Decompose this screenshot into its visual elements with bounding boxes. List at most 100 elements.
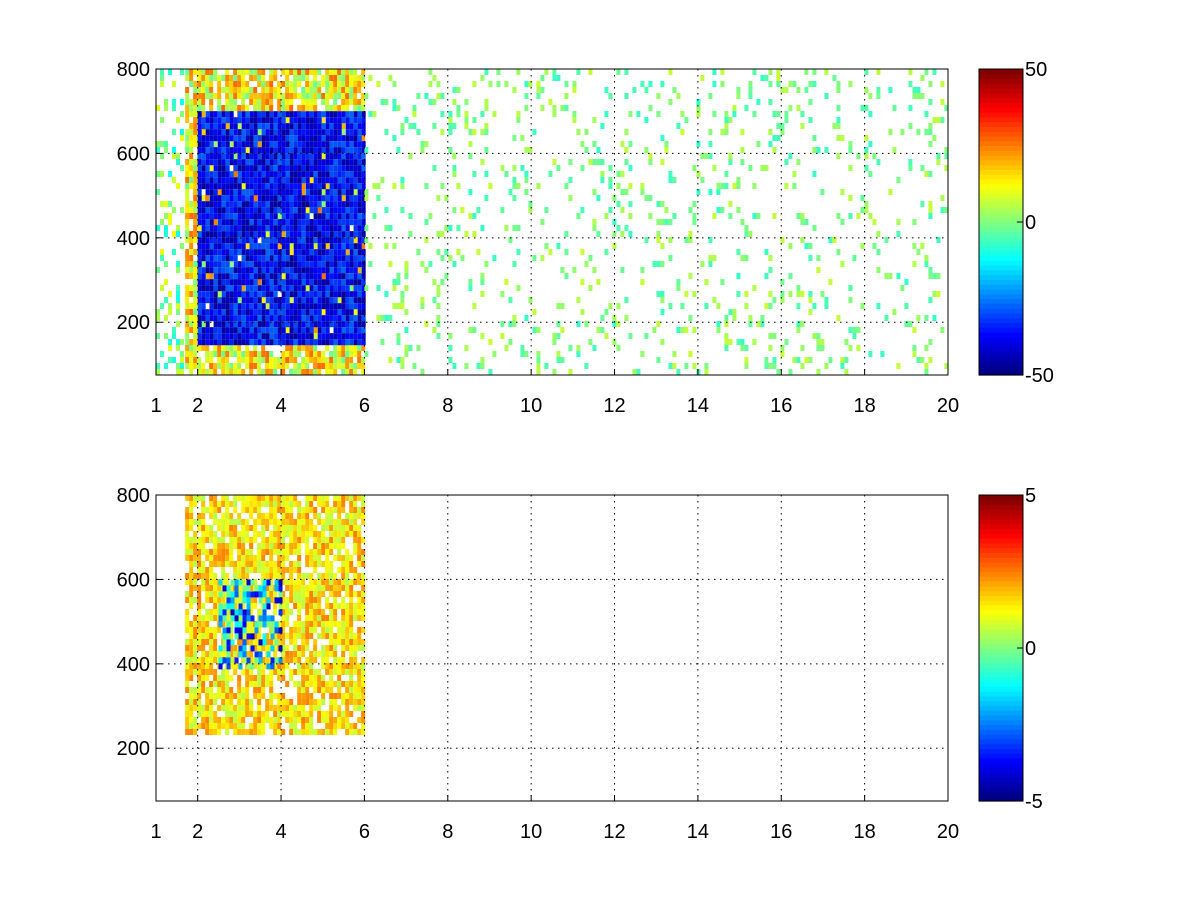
heatmap-cell	[309, 231, 314, 238]
heatmap-cell	[640, 183, 645, 189]
heatmap-cell	[568, 159, 573, 165]
heatmap-cell	[213, 651, 218, 657]
heatmap-cell	[452, 207, 457, 213]
heatmap-cell	[353, 303, 358, 310]
heatmap-cell	[852, 255, 857, 261]
heatmap-cell	[400, 291, 405, 297]
heatmap-cell	[253, 141, 258, 148]
heatmap-cell	[868, 141, 873, 147]
heatmap-cell	[257, 141, 262, 147]
heatmap-cell	[185, 69, 190, 75]
heatmap-cell	[696, 141, 701, 147]
heatmap-cell	[225, 669, 230, 675]
heatmap-cell	[912, 345, 917, 351]
heatmap-cell	[341, 345, 346, 351]
heatmap-cell	[484, 261, 489, 267]
heatmap-cell	[361, 327, 366, 334]
heatmap-cell	[257, 321, 262, 328]
heatmap-cell	[277, 147, 282, 154]
heatmap-cell	[313, 309, 318, 316]
heatmap-cell	[189, 711, 194, 717]
heatmap-cell	[404, 345, 409, 351]
heatmap-cell	[176, 339, 180, 345]
heatmap-cell	[512, 177, 517, 183]
heatmap-cell	[345, 291, 350, 298]
heatmap-cell	[692, 219, 697, 225]
heatmap-cell	[249, 207, 254, 214]
heatmap-cell	[317, 315, 322, 322]
heatmap-cell	[361, 213, 366, 220]
heatmap-cell	[353, 333, 358, 340]
heatmap-cell	[209, 513, 214, 519]
heatmap-cell	[237, 81, 242, 87]
heatmap-cell	[416, 249, 421, 255]
heatmap-cell	[688, 351, 693, 357]
heatmap-cell	[696, 99, 701, 105]
heatmap-cell	[305, 201, 310, 208]
heatmap-cell	[301, 333, 306, 340]
heatmap-cell	[672, 351, 677, 357]
heatmap-cell	[321, 117, 326, 123]
heatmap-cell	[265, 105, 270, 111]
heatmap-cell	[237, 195, 242, 202]
heatmap-cell	[237, 75, 242, 81]
heatmap-cell	[221, 693, 226, 699]
heatmap-cell	[341, 69, 346, 75]
heatmap-cell	[572, 111, 577, 117]
heatmap-cell	[924, 345, 929, 351]
heatmap-cell	[321, 81, 326, 87]
heatmap-cell	[197, 585, 202, 591]
heatmap-cell	[249, 315, 254, 322]
heatmap-cell	[321, 327, 326, 334]
heatmap-cell	[201, 687, 206, 693]
heatmap-cell	[740, 129, 745, 135]
heatmap-cell	[528, 207, 533, 213]
heatmap-cell	[349, 207, 354, 214]
heatmap-cell	[156, 309, 160, 315]
heatmap-cell	[201, 573, 206, 579]
heatmap-cell	[189, 597, 194, 603]
heatmap-cell	[325, 261, 330, 268]
heatmap-cell	[345, 339, 350, 346]
heatmap-cell	[345, 129, 350, 136]
heatmap-cell	[225, 675, 230, 681]
colorbar-band	[979, 260, 1023, 266]
heatmap-cell	[205, 291, 210, 298]
heatmap-cell	[261, 69, 266, 75]
heatmap-cell	[408, 123, 413, 129]
heatmap-cell	[185, 201, 190, 207]
heatmap-cell	[249, 177, 254, 184]
heatmap-cell	[233, 195, 238, 202]
heatmap-cell	[305, 69, 310, 75]
heatmap-cell	[233, 75, 238, 81]
heatmap-cell	[321, 291, 326, 298]
heatmap-cell	[928, 267, 933, 273]
heatmap-cell	[297, 303, 302, 310]
heatmap-cell	[289, 267, 294, 274]
heatmap-cell	[353, 237, 358, 243]
heatmap-cell	[225, 153, 230, 160]
heatmap-cell	[273, 75, 278, 81]
heatmap-cell	[301, 345, 306, 351]
heatmap-cell	[916, 129, 921, 135]
heatmap-cell	[333, 225, 338, 232]
heatmap-cell	[301, 255, 306, 262]
colorbar-band	[979, 317, 1023, 324]
heatmap-cell	[313, 291, 318, 298]
heatmap-cell	[624, 129, 629, 135]
heatmap-cell	[213, 129, 218, 136]
heatmap-cell	[293, 147, 298, 154]
heatmap-cell	[301, 285, 306, 292]
heatmap-cell	[185, 495, 190, 501]
heatmap-cell	[656, 93, 661, 99]
heatmap-cell	[784, 339, 789, 345]
heatmap-cell	[301, 321, 306, 328]
heatmap-cell	[400, 177, 405, 183]
heatmap-cell	[241, 213, 246, 220]
heatmap-cell	[217, 249, 222, 256]
heatmap-cell	[357, 207, 362, 214]
heatmap-cell	[277, 93, 282, 99]
heatmap-cell	[321, 297, 326, 304]
heatmap-cell	[273, 255, 278, 262]
heatmap-cell	[209, 357, 214, 363]
